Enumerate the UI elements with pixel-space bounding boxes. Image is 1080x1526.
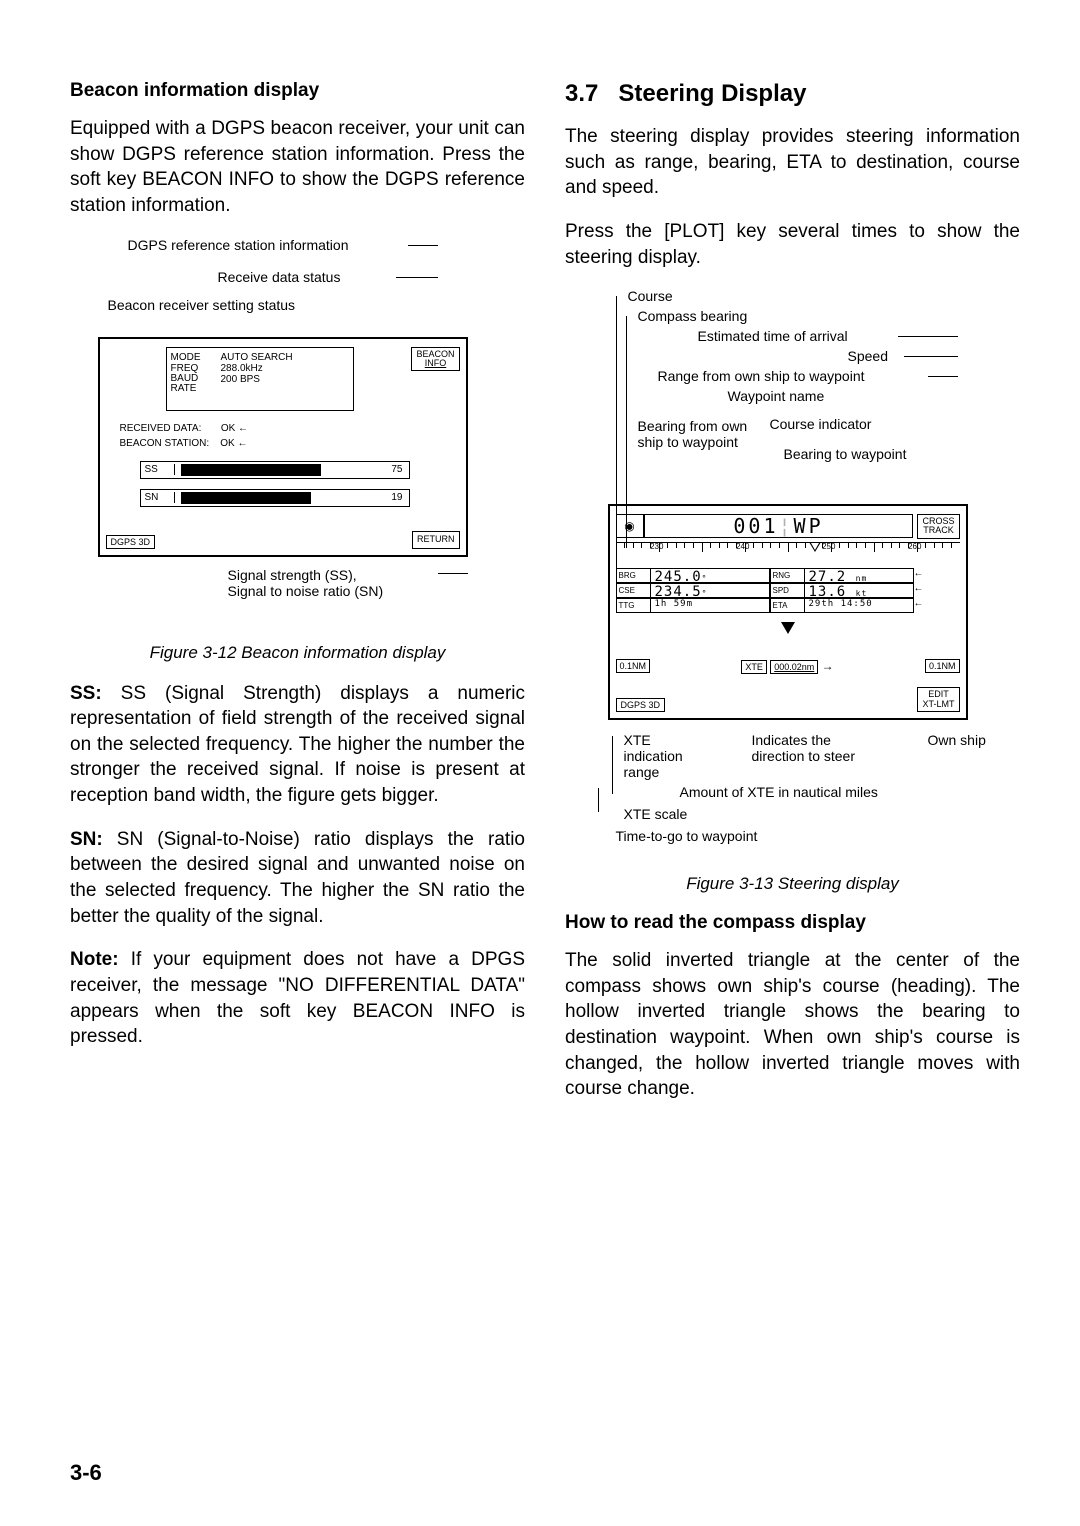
callout-range: Range from own ship to waypoint [658,368,865,384]
fig-3-12-caption: Figure 3-12 Beacon information display [70,643,525,663]
softkey-edit-xtlmt[interactable]: EDITXT-LMT [917,687,959,712]
beacon-heading: Beacon information display [70,80,525,102]
compass-scale: 230 240 250 260 [616,542,960,562]
fig-3-13-caption: Figure 3-13 Steering display [565,874,1020,894]
page-number: 3-6 [70,1460,102,1486]
callout-course-ind: Course indicator [770,416,872,432]
sn-para: SN: SN (Signal-to-Noise) ratio displays … [70,827,525,930]
callout-eta: Estimated time of arrival [698,328,848,344]
softkey-crosstrack[interactable]: CROSSTRACK [917,514,959,539]
left-column: Beacon information display Equipped with… [70,80,525,1120]
fix-mode-steer: DGPS 3D [616,698,666,712]
steer-screen: ◉ 001¦WP CROSSTRACK 230 240 250 260 [608,504,968,720]
wp-display: 001¦WP [644,514,914,538]
compass-p3: The solid inverted triangle at the cente… [565,948,1020,1102]
sn-bar: SN 19 [140,489,410,507]
ss-bar: SS 75 [140,461,410,479]
callout-ownship: Own ship [928,732,986,748]
callout-course: Course [628,288,673,304]
callout-xte-scale: XTE scale [624,806,688,822]
callout-xte-amt: Amount of XTE in nautical miles [680,784,878,800]
received-data-row: RECEIVED DATA: OK ← [120,423,249,434]
callout-beacon-setting: Beacon receiver setting status [108,297,296,313]
compass-heading: How to read the compass display [565,912,1020,934]
right-column: 3.7 Steering Display The steering displa… [565,80,1020,1120]
callout-wpname: Waypoint name [728,388,825,404]
beacon-mode-box: MODEAUTO SEARCH FREQ288.0kHz BAUD RATE20… [166,347,354,411]
steering-figure: Course Compass bearing Estimated time of… [568,288,1018,868]
xte-row: 0.1NM XTE 000.02nm → 0.1NM [616,656,960,676]
steer-data-block: BRG245.0° RNG27.2 nm ← CSE234.5° SPD13.6… [616,568,960,613]
callout-ttg: Time-to-go to waypoint [616,828,758,844]
softkey-return[interactable]: RETURN [412,531,460,548]
beacon-screen: MODEAUTO SEARCH FREQ288.0kHz BAUD RATE20… [98,337,468,557]
callout-speed: Speed [848,348,888,364]
steering-title: 3.7 Steering Display [565,80,1020,108]
callout-receive-data: Receive data status [218,269,341,285]
callout-brg-to: Bearing to waypoint [784,446,907,462]
callout-sig: Signal strength (SS), Signal to noise ra… [228,567,384,599]
fix-mode: DGPS 3D [106,535,156,549]
beacon-p1: Equipped with a DGPS beacon receiver, yo… [70,116,525,219]
note-para: Note: If your equipment does not have a … [70,947,525,1050]
steer-p2: Press the [PLOT] key several times to sh… [565,219,1020,270]
softkey-beacon-info[interactable]: BEACON INFO [411,347,459,372]
own-ship-icon [781,622,795,634]
callout-compass-brg: Compass bearing [638,308,748,324]
ss-para: SS: SS (Signal Strength) displays a nume… [70,681,525,809]
callout-brg-from: Bearing from own ship to waypoint [638,418,748,450]
beacon-station-row: BEACON STATION: OK ← [120,438,248,449]
steer-arrow-icon: → [822,659,834,673]
callout-dgps-ref: DGPS reference station information [128,237,349,253]
beacon-figure: DGPS reference station information Recei… [88,237,508,637]
bearing-triangle-icon [809,542,821,552]
steer-p1: The steering display provides steering i… [565,124,1020,201]
record-icon: ◉ [616,514,644,538]
callout-xte-range: XTE indication range [624,732,700,780]
callout-direction: Indicates the direction to steer [752,732,872,764]
